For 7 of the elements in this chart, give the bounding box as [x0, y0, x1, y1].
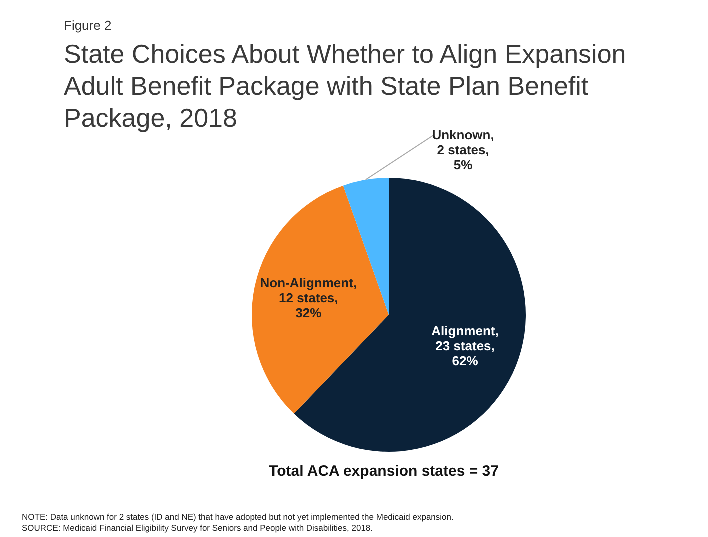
text: Total ACA expansion states = 37 [268, 463, 500, 480]
slice-label: Non-Alignment, 12 states, 32% [260, 275, 358, 320]
slice-label: Alignment, 23 states, 62% [432, 323, 499, 368]
caption: Figure 2 [64, 18, 112, 33]
pie-slice [252, 186, 389, 414]
text: NOTE: Data unknown for 2 states (ID and NE) that have adopted but not yet implemented the Medicaid expansion. [22, 512, 454, 523]
source-note: SOURCE: Medicaid Financial Eligibility Survey for Seniors and People with Disabilities, 2018. [22, 523, 374, 534]
